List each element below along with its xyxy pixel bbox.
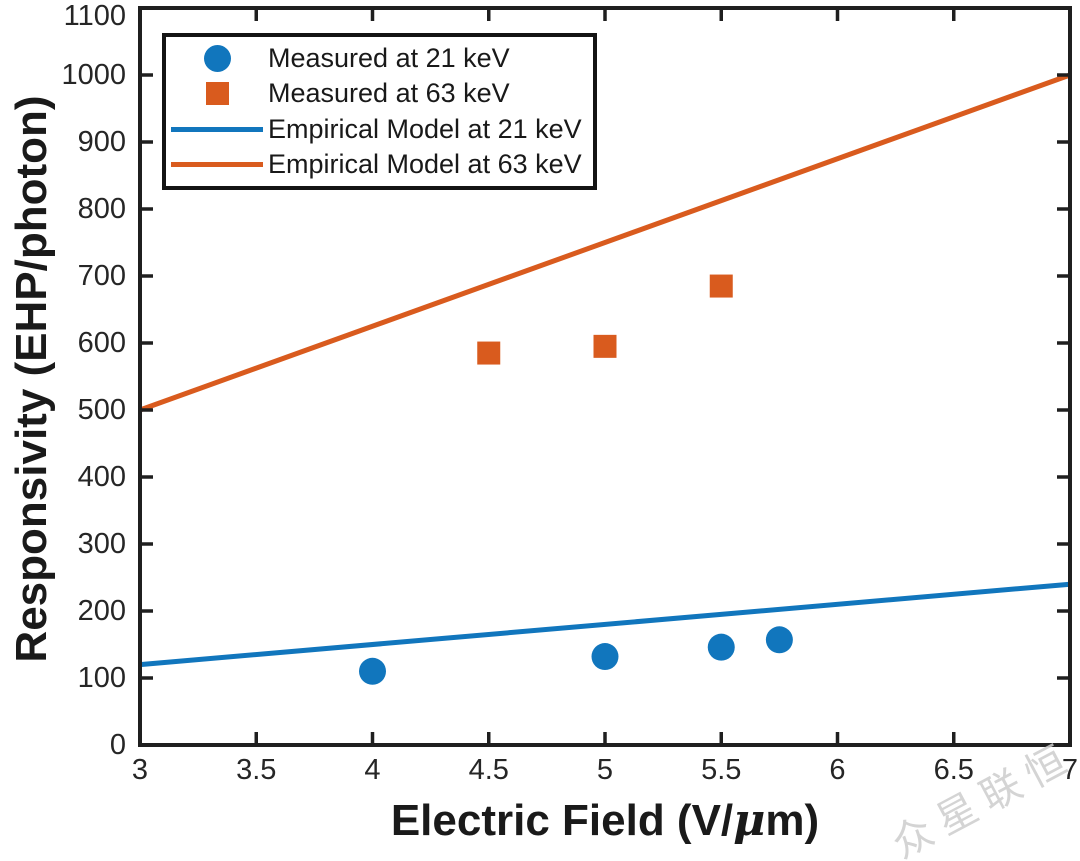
swatch-shape	[171, 126, 263, 132]
legend-line-swatch	[166, 126, 268, 132]
legend-item: Empirical Model at 21 keV	[166, 112, 593, 147]
ticks-layer: 3 3.5 4 4.5 5 5.5 6 6.5 7 0 100 200 300 400 500 600 700 8…	[61, 0, 1078, 786]
legend-item: Empirical Model at 63 keV	[166, 147, 593, 182]
tick-label: 6.5	[934, 754, 974, 786]
series-layer	[139, 72, 1071, 685]
series-empirical-model-at-63-kev	[139, 72, 1071, 413]
data-point-square	[709, 274, 733, 298]
data-point-circle	[359, 657, 386, 685]
tick-label: 500	[78, 394, 126, 426]
series-measured-at-21-kev	[359, 626, 793, 685]
tick-label: 300	[78, 528, 126, 560]
legend-label: Measured at 63 keV	[268, 78, 510, 109]
legend-marker-icon	[166, 82, 268, 106]
tick-label: 4.5	[469, 754, 509, 786]
tick-label: 1000	[61, 59, 126, 91]
legend: Measured at 21 keV Measured at 63 keV Empi…	[162, 33, 597, 190]
tick-label: 600	[78, 327, 126, 359]
legend-item: Measured at 21 keV	[166, 41, 593, 76]
tick-label: 0	[110, 729, 126, 761]
legend-label: Empirical Model at 21 keV	[268, 113, 582, 144]
data-point-square	[477, 341, 501, 365]
legend-line-swatch	[166, 161, 268, 167]
series-empirical-model-at-21-kev	[139, 581, 1071, 668]
x-axis-label: Electric Field (V/μm)	[390, 795, 820, 846]
data-point-circle	[707, 633, 735, 661]
swatch-shape	[205, 82, 229, 106]
tick-label: 400	[78, 461, 126, 493]
tick-label: 4	[364, 754, 380, 786]
tick-label: 200	[78, 595, 126, 627]
tick-label: 1100	[64, 0, 126, 32]
tick-label: 3	[132, 754, 148, 786]
tick-label: 900	[78, 126, 126, 158]
legend-label: Measured at 21 keV	[268, 43, 510, 74]
tick-label: 5.5	[701, 754, 741, 786]
data-point-circle	[591, 643, 619, 671]
legend-item: Measured at 63 keV	[166, 76, 593, 111]
tick-label: 6	[829, 754, 845, 786]
swatch-shape	[203, 45, 231, 73]
swatch-shape	[171, 161, 263, 167]
tick-label: 700	[78, 260, 126, 292]
tick-label: 3.5	[236, 754, 276, 786]
model-line	[139, 72, 1071, 413]
tick-label: 100	[78, 662, 126, 694]
data-point-circle	[765, 626, 793, 654]
legend-label: Empirical Model at 63 keV	[268, 148, 582, 179]
legend-marker-icon	[166, 45, 268, 73]
model-line	[139, 581, 1071, 668]
tick-label: 800	[78, 193, 126, 225]
data-point-square	[593, 334, 617, 358]
y-axis-label: Responsivity (EHP/photon)	[7, 95, 56, 663]
tick-label: 7	[1062, 754, 1078, 786]
tick-label: 5	[597, 754, 613, 786]
series-measured-at-63-kev	[477, 274, 733, 365]
